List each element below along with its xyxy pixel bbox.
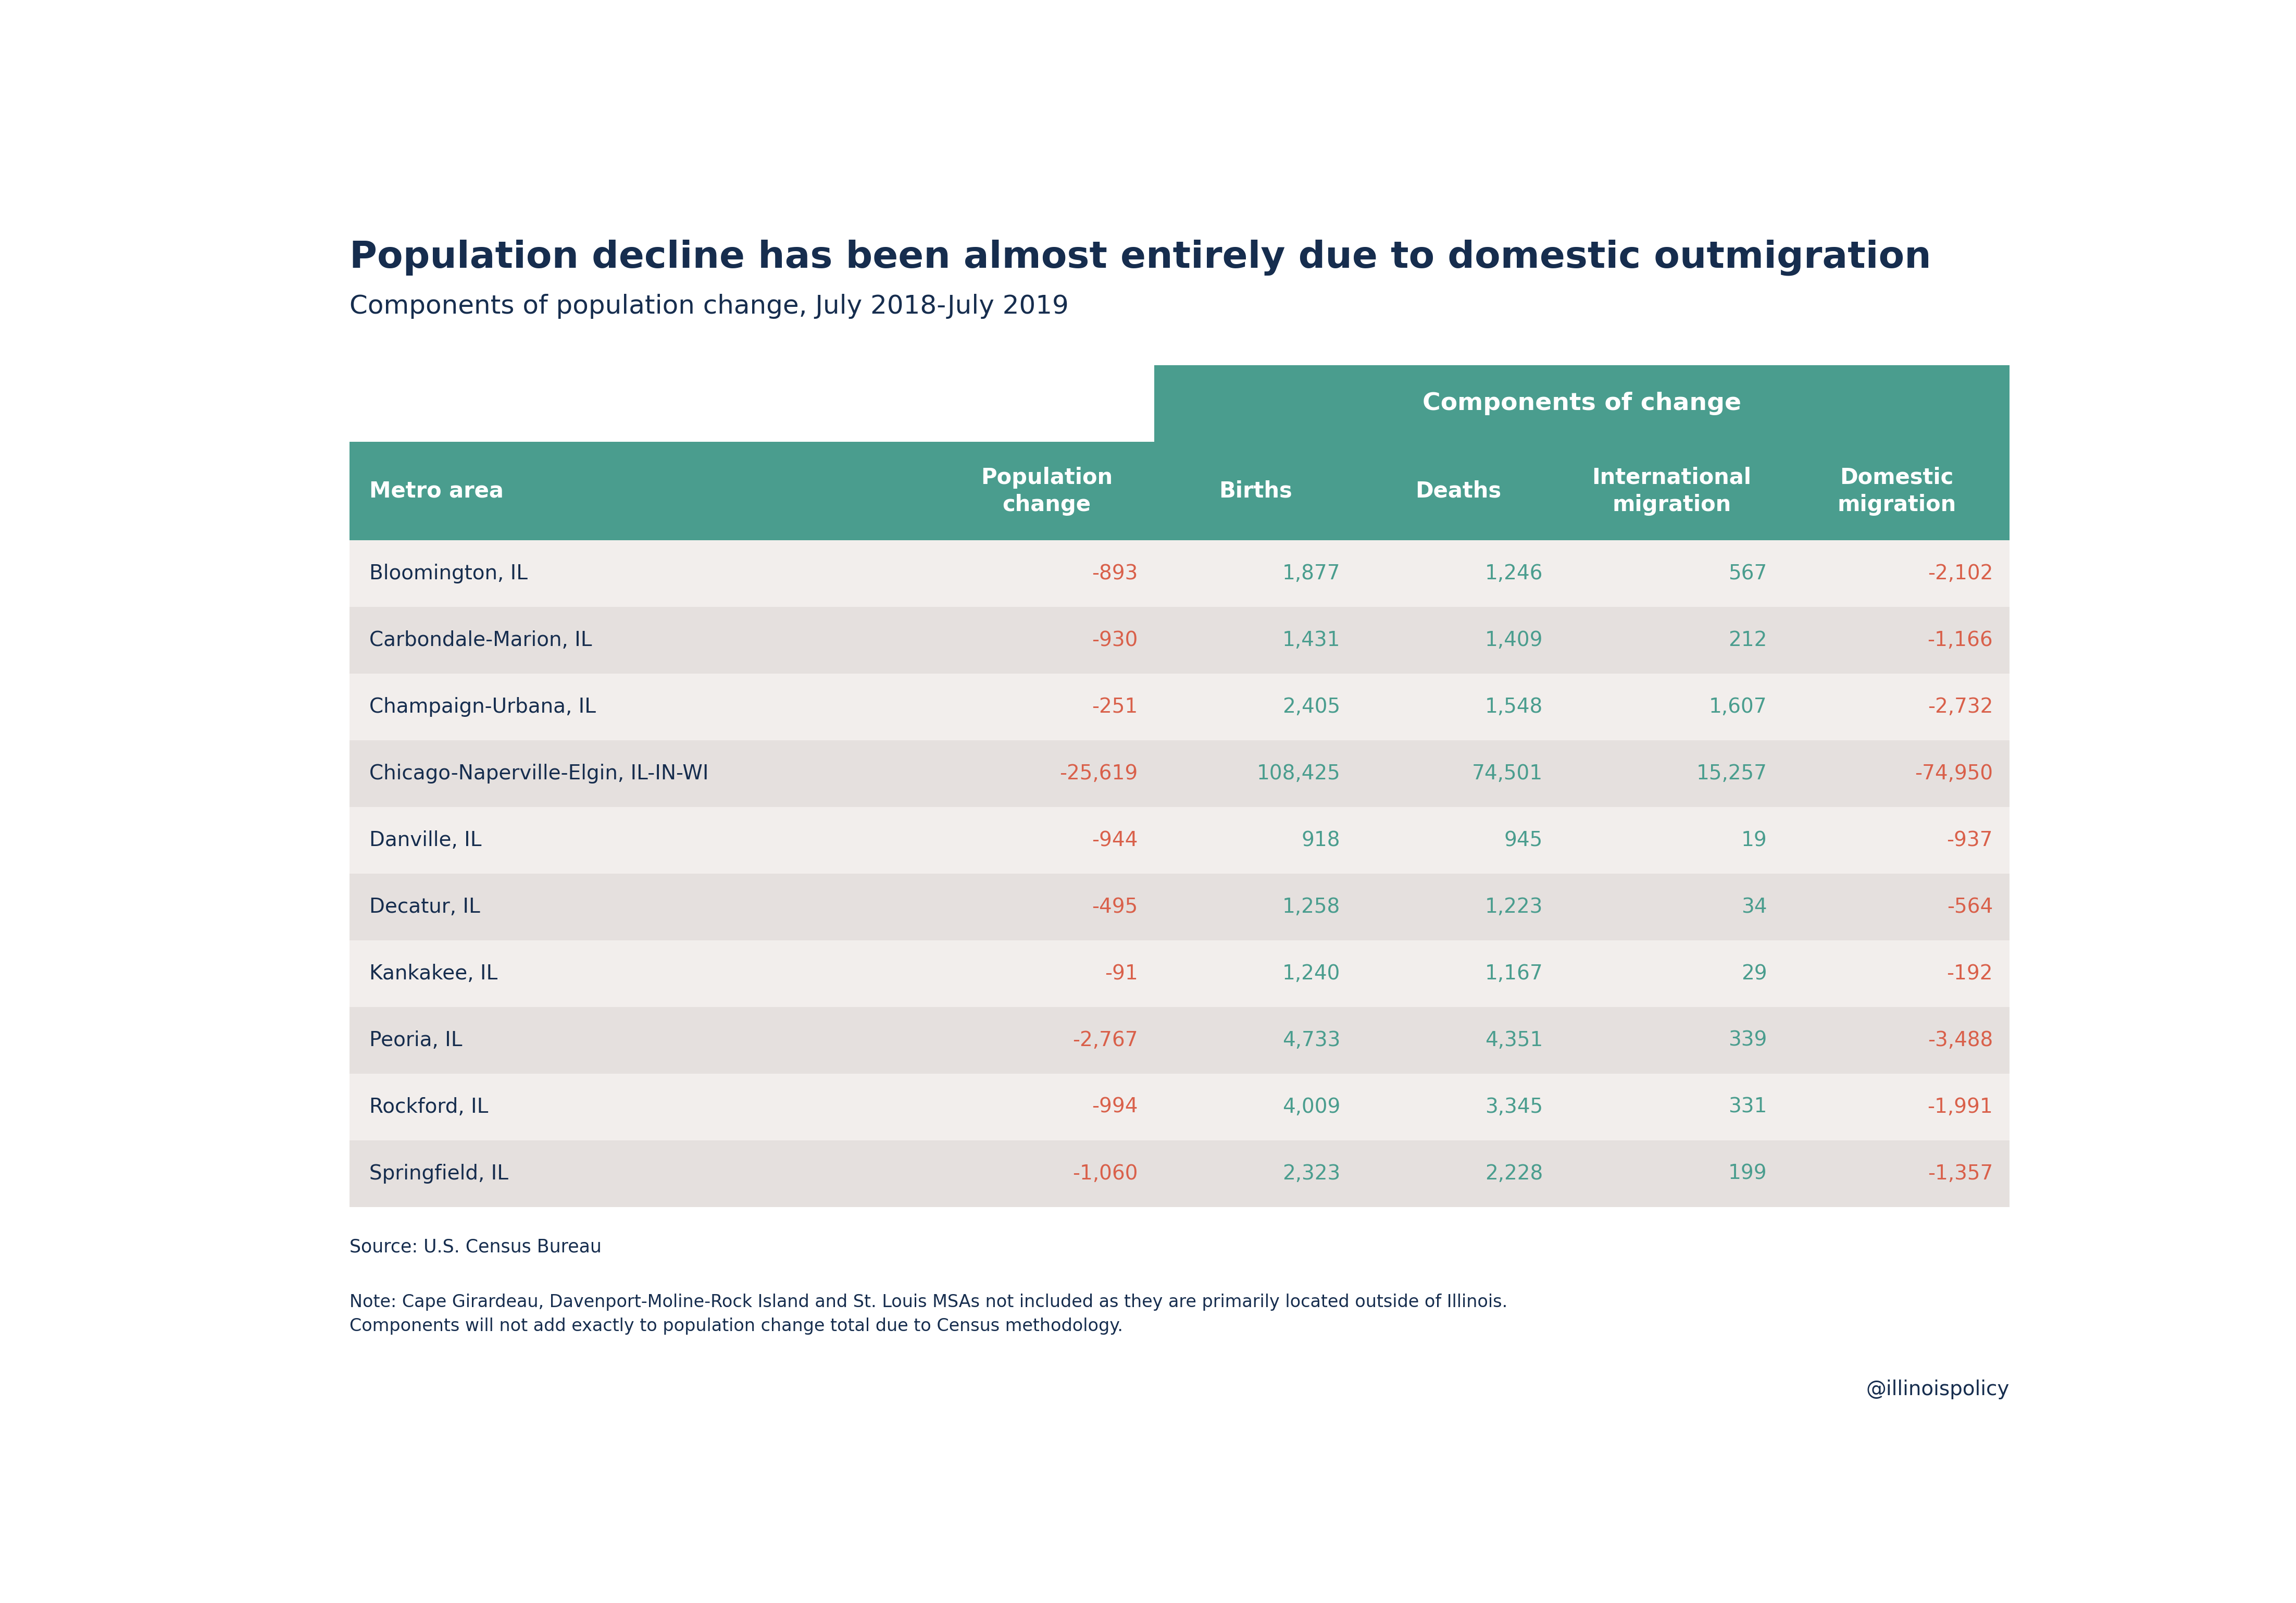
Text: 108,425: 108,425	[1256, 763, 1341, 784]
Text: 34: 34	[1740, 898, 1768, 917]
Text: 4,009: 4,009	[1283, 1096, 1341, 1117]
Text: 945: 945	[1504, 830, 1543, 850]
Text: -1,991: -1,991	[1926, 1096, 1993, 1117]
Text: -25,619: -25,619	[1058, 763, 1139, 784]
Text: 567: 567	[1729, 564, 1768, 583]
Text: 2,405: 2,405	[1283, 697, 1341, 717]
Text: -944: -944	[1093, 830, 1139, 850]
Text: Danville, IL: Danville, IL	[370, 830, 482, 850]
Bar	[349, 673, 2009, 741]
Text: 1,223: 1,223	[1486, 898, 1543, 917]
Text: 212: 212	[1729, 630, 1768, 651]
Bar	[349, 540, 2009, 608]
Bar	[1357, 442, 1559, 540]
Text: -930: -930	[1093, 630, 1139, 651]
Text: 1,409: 1,409	[1486, 630, 1543, 651]
Text: Births: Births	[1219, 481, 1293, 502]
Text: International
migration: International migration	[1591, 466, 1752, 516]
Text: 29: 29	[1740, 963, 1768, 984]
Text: Chicago-Naperville-Elgin, IL-IN-WI: Chicago-Naperville-Elgin, IL-IN-WI	[370, 763, 709, 784]
Text: -994: -994	[1093, 1096, 1139, 1117]
Text: Kankakee, IL: Kankakee, IL	[370, 963, 498, 984]
Bar	[349, 608, 2009, 673]
Text: -2,732: -2,732	[1929, 697, 1993, 717]
Text: Domestic
migration: Domestic migration	[1837, 466, 1956, 516]
Bar	[1559, 442, 1784, 540]
Text: Peoria, IL: Peoria, IL	[370, 1031, 461, 1050]
Bar	[349, 1140, 2009, 1207]
Text: -1,060: -1,060	[1072, 1164, 1139, 1183]
Bar	[349, 941, 2009, 1007]
Text: 4,351: 4,351	[1486, 1031, 1543, 1050]
Text: 1,877: 1,877	[1281, 564, 1341, 583]
Text: -2,102: -2,102	[1929, 564, 1993, 583]
Bar	[939, 442, 1155, 540]
Text: 1,607: 1,607	[1708, 697, 1768, 717]
Text: Deaths: Deaths	[1414, 481, 1502, 502]
Text: 331: 331	[1729, 1096, 1768, 1117]
Text: 2,323: 2,323	[1283, 1164, 1341, 1183]
Text: 4,733: 4,733	[1283, 1031, 1341, 1050]
Bar	[349, 1007, 2009, 1074]
Text: 199: 199	[1729, 1164, 1768, 1183]
Text: 1,258: 1,258	[1283, 898, 1341, 917]
Text: 1,240: 1,240	[1283, 963, 1341, 984]
Text: Components of population change, July 2018-July 2019: Components of population change, July 20…	[349, 293, 1068, 319]
Text: Metro area: Metro area	[370, 481, 503, 502]
Text: -251: -251	[1093, 697, 1139, 717]
Bar	[349, 874, 2009, 941]
Text: -937: -937	[1947, 830, 1993, 850]
Text: -2,767: -2,767	[1072, 1031, 1139, 1050]
Bar	[349, 442, 939, 540]
Text: 1,548: 1,548	[1486, 697, 1543, 717]
Text: 74,501: 74,501	[1472, 763, 1543, 784]
Text: -1,166: -1,166	[1926, 630, 1993, 651]
Text: Champaign-Urbana, IL: Champaign-Urbana, IL	[370, 697, 595, 717]
Text: 1,431: 1,431	[1283, 630, 1341, 651]
Text: Source: U.S. Census Bureau: Source: U.S. Census Bureau	[349, 1238, 602, 1255]
Text: 339: 339	[1729, 1031, 1768, 1050]
Text: Population
change: Population change	[980, 466, 1114, 516]
Text: Rockford, IL: Rockford, IL	[370, 1096, 489, 1117]
Text: 2,228: 2,228	[1486, 1164, 1543, 1183]
Bar	[349, 741, 2009, 806]
Text: -893: -893	[1093, 564, 1139, 583]
Text: @illinoispolicy: @illinoispolicy	[1867, 1380, 2009, 1399]
Text: Decatur, IL: Decatur, IL	[370, 898, 480, 917]
Bar	[349, 806, 2009, 874]
Text: -495: -495	[1093, 898, 1139, 917]
Text: 1,246: 1,246	[1486, 564, 1543, 583]
Text: Components of change: Components of change	[1424, 391, 1740, 415]
Text: 15,257: 15,257	[1697, 763, 1768, 784]
Text: -74,950: -74,950	[1915, 763, 1993, 784]
Text: -91: -91	[1104, 963, 1139, 984]
Text: Population decline has been almost entirely due to domestic outmigration: Population decline has been almost entir…	[349, 239, 1931, 276]
Text: 1,167: 1,167	[1486, 963, 1543, 984]
Text: -1,357: -1,357	[1929, 1164, 1993, 1183]
Text: Springfield, IL: Springfield, IL	[370, 1164, 507, 1183]
Text: -564: -564	[1947, 898, 1993, 917]
Bar	[1784, 442, 2009, 540]
Text: 918: 918	[1302, 830, 1341, 850]
Bar	[349, 1074, 2009, 1140]
Text: 19: 19	[1740, 830, 1768, 850]
Text: Note: Cape Girardeau, Davenport-Moline-Rock Island and St. Louis MSAs not includ: Note: Cape Girardeau, Davenport-Moline-R…	[349, 1294, 1506, 1335]
Text: Bloomington, IL: Bloomington, IL	[370, 564, 528, 583]
Text: 3,345: 3,345	[1486, 1096, 1543, 1117]
Text: -3,488: -3,488	[1929, 1031, 1993, 1050]
Text: -192: -192	[1947, 963, 1993, 984]
Bar	[1155, 365, 2009, 442]
Text: Carbondale-Marion, IL: Carbondale-Marion, IL	[370, 630, 592, 651]
Bar	[1155, 442, 1357, 540]
